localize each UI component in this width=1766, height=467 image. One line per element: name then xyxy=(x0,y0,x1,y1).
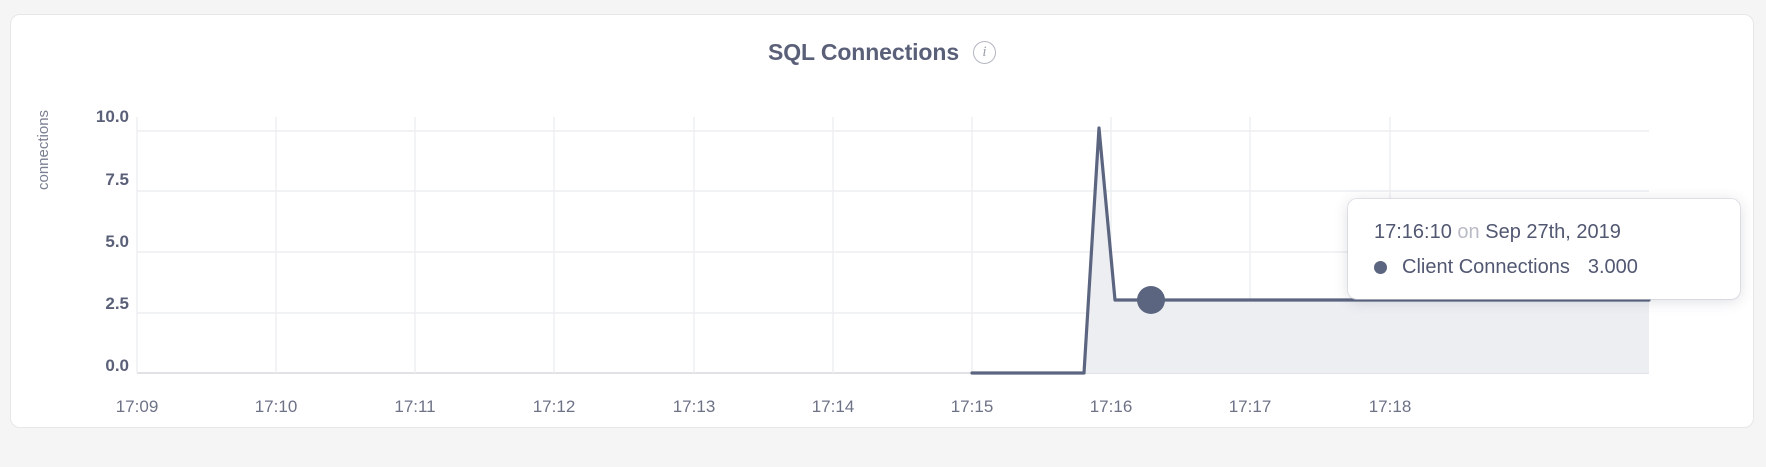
tooltip-series-label: Client Connections xyxy=(1402,256,1570,278)
chart-tooltip: 17:16:10 on Sep 27th, 2019 Client Connec… xyxy=(1348,199,1740,299)
series-color-swatch-icon xyxy=(1374,261,1387,274)
series-point-marker[interactable] xyxy=(1137,286,1165,314)
chart-header: SQL Connections i xyxy=(11,39,1753,66)
series-area-client-connections xyxy=(972,128,1649,373)
tooltip-connector: on xyxy=(1457,221,1480,243)
series-line-client-connections xyxy=(970,126,1651,375)
tooltip-timestamp: 17:16:10 on Sep 27th, 2019 xyxy=(1374,221,1714,244)
tooltip-series-value: 3.000 xyxy=(1587,256,1638,278)
page-title: SQL Connections xyxy=(767,39,960,65)
tooltip-time: 17:16:10 xyxy=(1374,221,1452,243)
screenshot-root: SQL Connections i xyxy=(10,14,1754,428)
info-icon[interactable]: i xyxy=(973,41,997,64)
chart-plot-area xyxy=(136,117,1651,375)
tooltip-series-row: Client Connections 3.000 xyxy=(1374,256,1714,279)
tooltip-date: Sep 27th, 2019 xyxy=(1485,221,1621,243)
